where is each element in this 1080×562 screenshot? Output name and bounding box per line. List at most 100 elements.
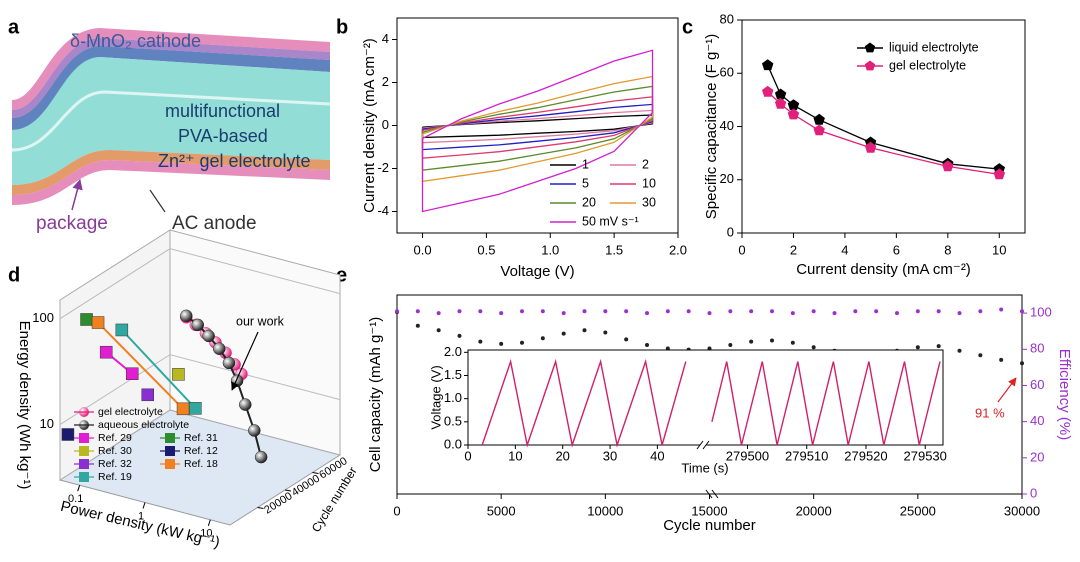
inset-x-tick-label: 279510: [785, 448, 828, 463]
y-axis-label: Cell capacity (mAh g⁻¹): [367, 317, 384, 472]
inset-x-tick-label: 30: [603, 448, 617, 463]
panel-label: e: [336, 264, 347, 286]
series-line: [421, 103, 654, 151]
z-tick: [312, 472, 319, 474]
x-tick-label: 1.0: [541, 242, 559, 257]
data-cube: [172, 368, 185, 381]
y-tick-label: 40: [720, 118, 734, 133]
data-cube: [189, 402, 202, 415]
data-point: [582, 328, 587, 333]
panel-label: c: [682, 16, 693, 38]
data-point: [936, 309, 941, 314]
inset-x-tick-label: 20: [555, 448, 569, 463]
legend-label: 2: [642, 157, 649, 171]
z-tick: [257, 507, 264, 509]
inset-y-tick-label: 0.5: [444, 413, 462, 428]
legend-label: Ref. 31: [184, 432, 218, 444]
data-point: [942, 160, 954, 172]
y2-tick-label: 80: [1030, 341, 1044, 356]
inset-x-tick-label: 279500: [726, 448, 769, 463]
data-point: [1020, 309, 1024, 314]
legend-label: Ref. 12: [184, 445, 218, 457]
inset-y-axis-label: Voltage (V): [428, 365, 443, 429]
data-point: [915, 309, 920, 314]
x-tick-label: 1: [138, 510, 144, 522]
series-line: [97, 321, 184, 410]
y2-axis-label: Efficiency (%): [1056, 349, 1073, 440]
data-point: [762, 59, 774, 71]
series-line: [421, 85, 654, 171]
data-point: [457, 333, 462, 338]
inset-y-tick-label: 1.0: [444, 390, 462, 405]
legend-label: Ref. 18: [184, 458, 218, 470]
legend-label: 50 mV s⁻¹: [582, 214, 639, 228]
legend-label: Ref. 30: [98, 445, 132, 457]
legend-label: 1: [582, 157, 589, 171]
x-tick: [142, 502, 146, 509]
data-point: [999, 357, 1004, 362]
data-point: [686, 309, 691, 314]
legend-marker: [864, 60, 876, 71]
x-tick-label: 0.1: [68, 493, 83, 505]
data-point: [395, 309, 399, 314]
data-point: [582, 309, 587, 314]
legend-label: Ref. 29: [98, 432, 132, 444]
y2-tick-label: 40: [1030, 413, 1044, 428]
y-tick-label: 2: [382, 74, 389, 89]
side-wall: [59, 229, 171, 481]
data-point: [832, 311, 837, 316]
panel-label: a: [8, 16, 20, 38]
data-point: [787, 99, 800, 111]
data-point: [645, 343, 649, 348]
y-tick-label: 60: [720, 65, 734, 80]
data-point: [478, 309, 483, 314]
data-point: [749, 309, 754, 314]
x-tick-label: 20000: [796, 503, 832, 518]
x-tick: [207, 519, 211, 526]
data-point: [895, 311, 899, 316]
inset-bg: [467, 349, 944, 446]
x-tick-label: 6: [893, 242, 900, 257]
legend-marker: [864, 42, 876, 53]
inset-line: [481, 358, 687, 448]
x-tick-label: 8: [944, 242, 951, 257]
data-point: [957, 311, 962, 316]
data-cube: [80, 313, 93, 326]
cathode-label: δ-MnO₂ cathode: [70, 31, 201, 51]
data-point: [770, 338, 774, 343]
data-point: [790, 311, 795, 316]
x-tick: [77, 485, 81, 492]
grid-line: [59, 248, 341, 320]
series-line: [421, 49, 654, 213]
legend-label: 10: [642, 176, 656, 190]
z-tick: [284, 489, 292, 492]
data-point: [993, 168, 1005, 180]
data-point: [770, 309, 774, 314]
data-point: [978, 353, 983, 358]
x-tick-label: 1.5: [605, 242, 623, 257]
series-line: [421, 75, 654, 183]
data-point: [540, 336, 545, 341]
axis-break: [700, 441, 706, 449]
x-tick-label: 0: [393, 503, 400, 518]
data-point: [864, 141, 877, 153]
y2-tick-label: 100: [1030, 305, 1052, 320]
series-line: [421, 114, 654, 139]
y-tick-label: 0: [382, 117, 389, 132]
data-point: [874, 309, 879, 314]
legend-label: Ref. 19: [98, 471, 132, 483]
data-point: [811, 345, 816, 350]
data-point: [603, 309, 608, 314]
x-tick-label: 25000: [900, 503, 936, 518]
electrolyte-label: multifunctional: [165, 101, 280, 121]
data-cube: [141, 388, 154, 402]
data-point: [811, 309, 816, 314]
x-tick-label: 10: [200, 528, 212, 540]
y-tick-label: 20: [720, 171, 734, 186]
y-tick-label: 0: [727, 224, 734, 239]
data-point: [787, 108, 800, 120]
data-point: [813, 113, 825, 125]
inset-y-tick-label: 0.0: [444, 436, 462, 451]
